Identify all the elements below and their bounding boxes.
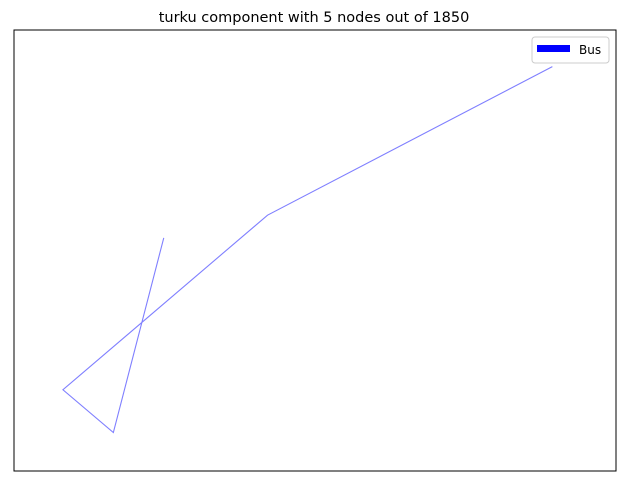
legend: Bus [531,36,610,64]
plot-frame [13,29,617,472]
legend-swatch-bus [537,45,570,52]
series-line-bus [62,66,553,434]
legend-box [531,36,610,64]
chart-title: turku component with 5 nodes out of 1850 [159,10,470,26]
series-layer [62,66,553,434]
legend-label-bus: Bus [579,43,601,57]
